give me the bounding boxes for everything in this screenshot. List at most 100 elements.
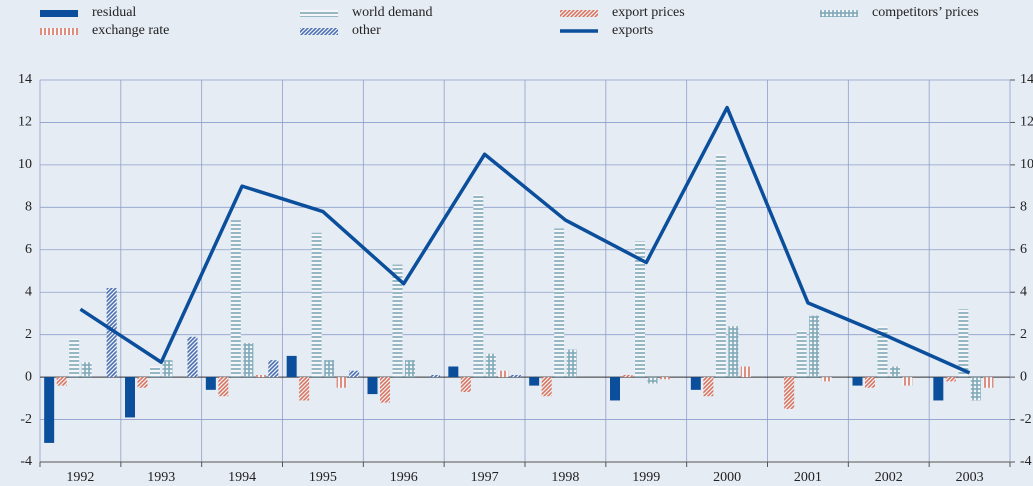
bar: [81, 362, 92, 378]
bar: [945, 377, 956, 382]
bar: [125, 377, 135, 418]
bar: [137, 377, 148, 388]
bar: [44, 377, 55, 443]
legend-label: competitors’ prices: [872, 5, 979, 20]
x-tick-label: 2003: [956, 470, 984, 485]
legend-swatch: [820, 10, 858, 17]
legend-label: export prices: [612, 5, 685, 20]
bar: [852, 377, 863, 386]
legend-label: other: [352, 23, 381, 38]
y-tick-label: -4: [20, 454, 32, 469]
bar: [150, 366, 160, 378]
bar: [933, 377, 944, 401]
bar: [510, 374, 521, 378]
bar: [311, 232, 322, 378]
y2-tick-label: -2: [1020, 412, 1032, 427]
bar: [473, 194, 484, 378]
y-tick-label: 4: [25, 284, 32, 299]
bar: [268, 360, 279, 378]
y2-tick-label: 0: [1020, 369, 1027, 384]
bar: [324, 360, 335, 378]
bar: [703, 377, 714, 397]
y-tick-label: 0: [25, 369, 32, 384]
bar: [485, 353, 496, 378]
legend-label: exports: [612, 23, 653, 38]
bar: [56, 377, 67, 386]
bar: [460, 377, 471, 392]
bar: [255, 374, 266, 378]
bar: [622, 374, 633, 378]
y2-tick-label: 10: [1020, 157, 1033, 172]
x-tick-label: 2002: [875, 470, 903, 485]
bar: [299, 377, 310, 401]
bar: [610, 377, 620, 401]
bar: [715, 154, 726, 378]
bar: [218, 377, 229, 397]
bar: [541, 377, 552, 397]
bar: [809, 315, 820, 378]
bar: [529, 377, 540, 386]
bar: [380, 377, 390, 403]
bar: [349, 370, 360, 378]
bar: [877, 326, 888, 378]
bar: [566, 349, 577, 378]
y2-tick-label: -4: [1020, 454, 1032, 469]
legend-label: residual: [92, 5, 136, 20]
bar: [784, 377, 795, 409]
bar: [660, 377, 670, 380]
y-tick-label: -2: [20, 412, 32, 427]
legend-swatch: [300, 28, 338, 35]
bar: [865, 377, 875, 388]
x-tick-label: 1996: [390, 470, 418, 485]
y-tick-label: 2: [25, 327, 32, 342]
bar: [187, 336, 198, 378]
bar: [796, 330, 807, 378]
x-tick-label: 1999: [632, 470, 660, 485]
bar: [498, 370, 509, 378]
x-tick-label: 1997: [471, 470, 499, 485]
bar: [69, 338, 80, 378]
bar: [690, 377, 701, 390]
bar: [902, 377, 913, 386]
bar: [392, 264, 403, 378]
bar: [336, 377, 347, 388]
y2-tick-label: 12: [1020, 115, 1033, 130]
x-tick-label: 1998: [551, 470, 579, 485]
legend-swatch: [40, 28, 78, 35]
bar: [230, 220, 241, 378]
y2-tick-label: 2: [1020, 327, 1027, 342]
bar: [106, 287, 117, 378]
bar: [740, 366, 751, 378]
x-tick-label: 1994: [228, 470, 256, 485]
y-tick-label: 6: [25, 242, 32, 257]
bar: [983, 377, 994, 388]
legend-label: world demand: [352, 5, 432, 20]
x-tick-label: 2000: [713, 470, 741, 485]
legend-swatch: [40, 10, 78, 17]
legend-label: exchange rate: [92, 23, 169, 38]
x-tick-label: 1995: [309, 470, 337, 485]
bar: [890, 366, 900, 378]
y2-tick-label: 14: [1020, 72, 1033, 87]
y-tick-label: 12: [18, 115, 32, 130]
x-tick-label: 2001: [794, 470, 822, 485]
y2-tick-label: 4: [1020, 284, 1027, 299]
x-tick-label: 1993: [147, 470, 175, 485]
bar: [286, 355, 297, 378]
bar: [205, 377, 216, 390]
bar: [970, 377, 981, 401]
y-tick-label: 14: [18, 72, 32, 87]
line: [79, 105, 971, 375]
bar: [728, 326, 739, 378]
y2-tick-label: 8: [1020, 200, 1027, 215]
x-tick-label: 1992: [66, 470, 94, 485]
bar: [162, 360, 173, 378]
bar: [821, 377, 832, 382]
bar: [367, 377, 378, 395]
y-tick-label: 8: [25, 200, 32, 215]
y2-tick-label: 6: [1020, 242, 1027, 257]
bar: [647, 377, 658, 384]
legend-swatch: [300, 10, 338, 17]
bar: [430, 374, 440, 378]
